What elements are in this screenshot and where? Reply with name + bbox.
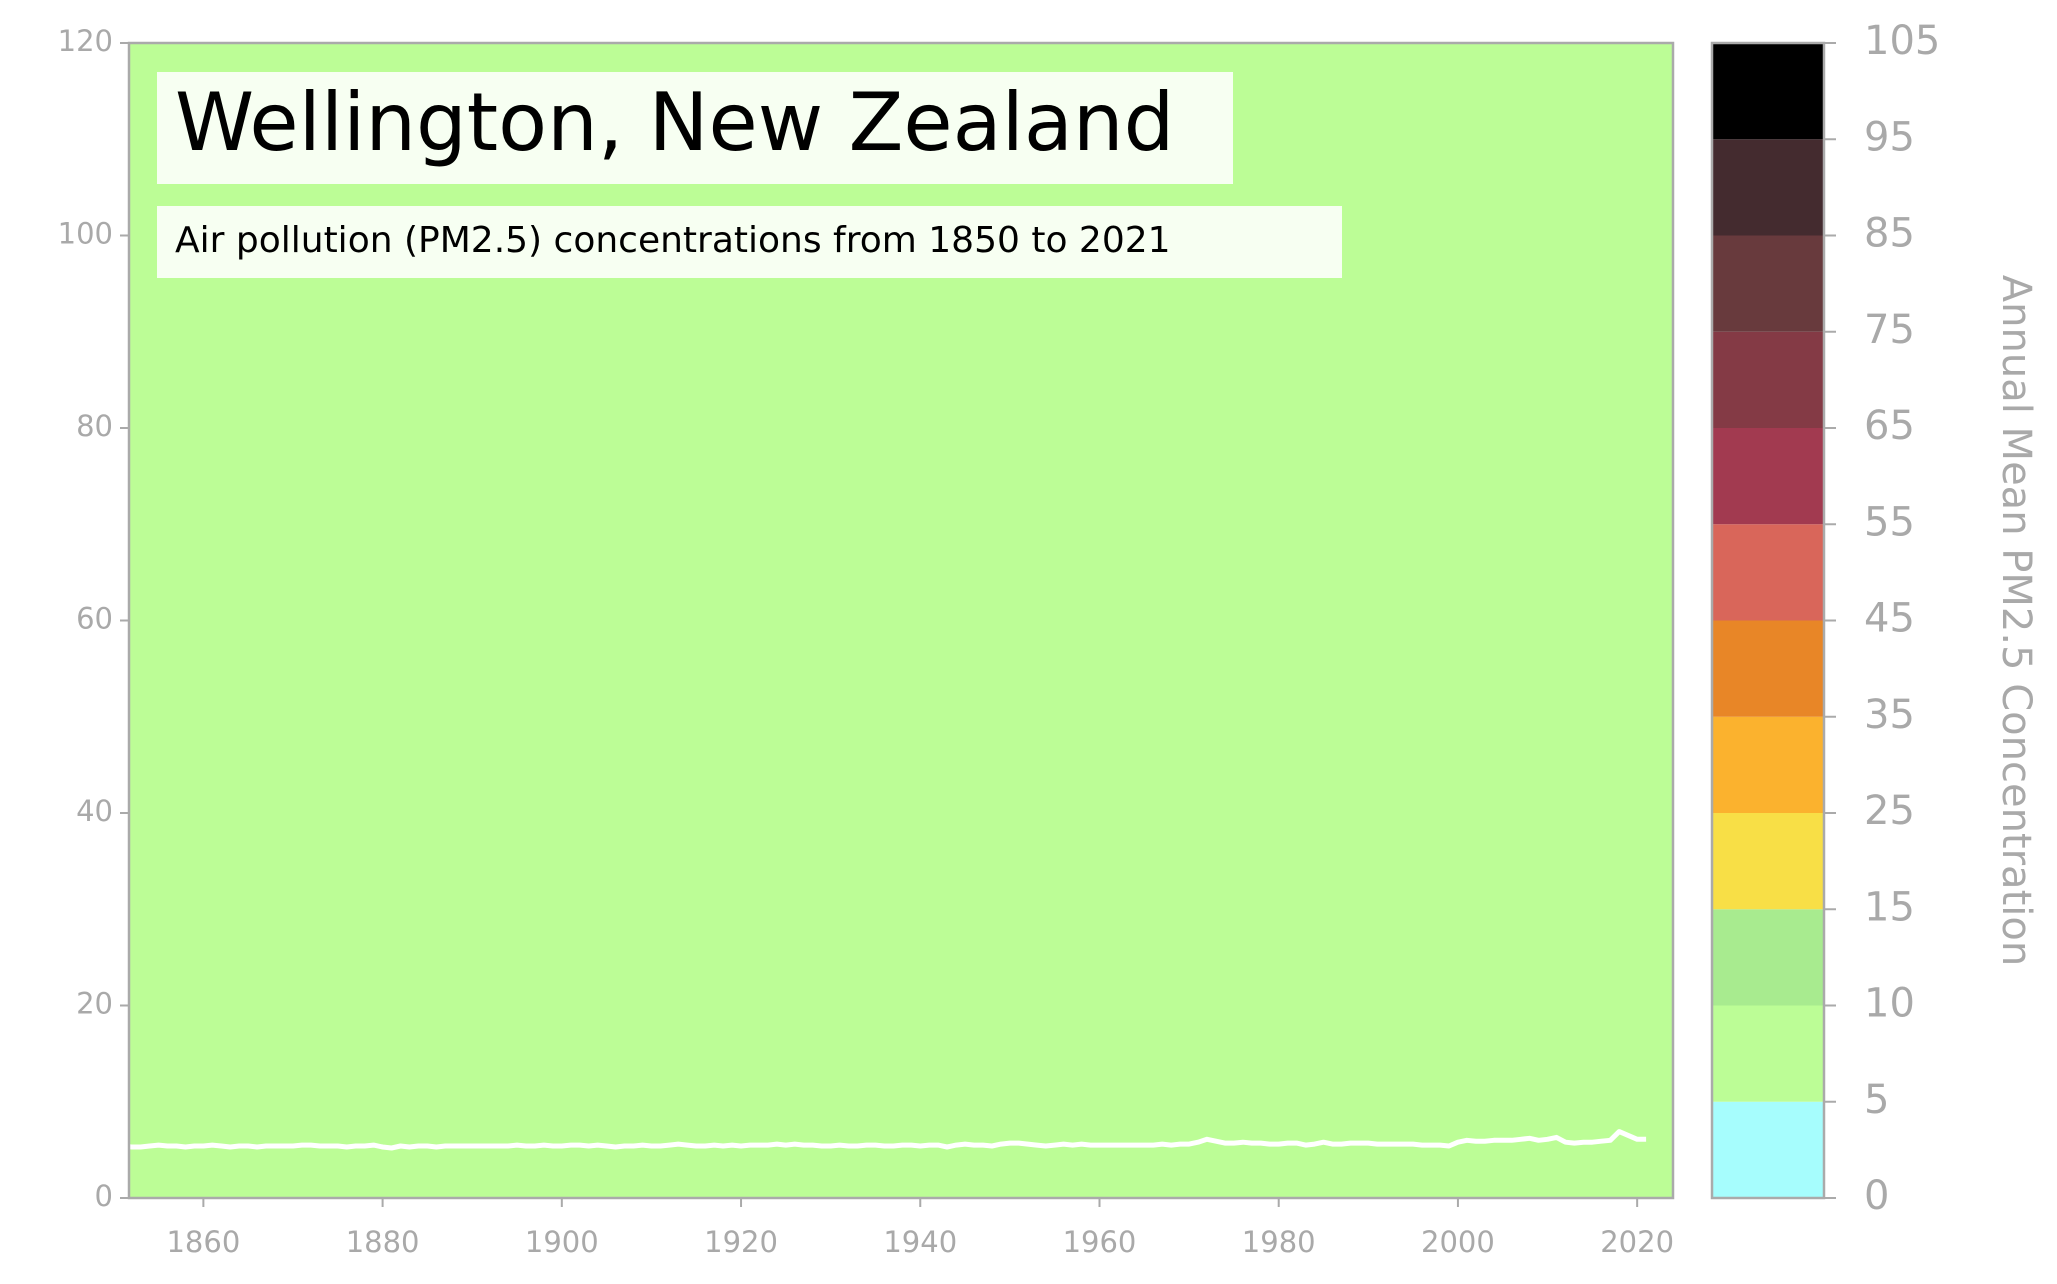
colorbar-segment <box>1712 235 1824 332</box>
x-tick-label: 2000 <box>1421 1225 1495 1259</box>
colorbar-segment <box>1712 1005 1824 1102</box>
line <box>113 1129 1647 1151</box>
colorbar-tick-label: 45 <box>1864 596 1915 642</box>
colorbar-tick-label: 85 <box>1864 211 1915 257</box>
colorbar-tick-label: 75 <box>1864 307 1915 353</box>
colorbar-segment <box>1712 1101 1824 1198</box>
colorbar-tick-label: 10 <box>1864 981 1915 1027</box>
y-tick-label: 120 <box>58 24 113 58</box>
colorbar-segment <box>1712 620 1824 717</box>
x-tick-label: 1940 <box>883 1225 957 1259</box>
x-tick-label: 1860 <box>166 1225 240 1259</box>
colorbar-segment <box>1712 43 1824 140</box>
colorbar-tick-label: 95 <box>1864 114 1915 160</box>
colorbar-tick-label: 15 <box>1864 884 1915 930</box>
chart-subtitle: Air pollution (PM2.5) concentrations fro… <box>175 220 1171 261</box>
x-tick-label: 1900 <box>525 1225 599 1259</box>
colorbar-tick-label: 105 <box>1864 18 1940 64</box>
x-tick-label: 2020 <box>1600 1225 1674 1259</box>
y-tick-label: 60 <box>76 602 113 636</box>
subtitle-box <box>157 206 1342 278</box>
y-tick-label: 100 <box>58 217 113 251</box>
colorbar-label: Annual Mean PM2.5 Concentration <box>1993 275 2039 966</box>
colorbar-tick-label: 55 <box>1864 499 1915 545</box>
colorbar-tick-label: 35 <box>1864 692 1915 738</box>
colorbar-segment <box>1712 139 1824 236</box>
y-tick-label: 80 <box>76 409 113 443</box>
colorbar-tick-label: 25 <box>1864 788 1915 834</box>
y-tick-label: 40 <box>76 794 113 828</box>
y-tick-label: 0 <box>95 1179 113 1213</box>
x-tick-label: 1960 <box>1063 1225 1137 1259</box>
colorbar-segment <box>1712 331 1824 428</box>
colorbar-segment <box>1712 524 1824 621</box>
x-tick-label: 1920 <box>704 1225 778 1259</box>
colorbar-tick-label: 0 <box>1864 1173 1889 1219</box>
colorbar-segment <box>1712 716 1824 813</box>
x-tick-label: 1880 <box>346 1225 420 1259</box>
plot-frame <box>127 41 1675 1200</box>
x-tick-label: 1980 <box>1242 1225 1316 1259</box>
y-tick-label: 20 <box>76 987 113 1021</box>
colorbar-segment <box>1712 428 1824 525</box>
colorbar-segment <box>1712 909 1824 1006</box>
chart-title: Wellington, New Zealand <box>175 76 1174 169</box>
colorbar-segment <box>1712 813 1824 910</box>
colorbar-tick-label: 65 <box>1864 403 1915 449</box>
title-box <box>157 72 1233 184</box>
colorbar-tick-label: 5 <box>1864 1077 1889 1123</box>
